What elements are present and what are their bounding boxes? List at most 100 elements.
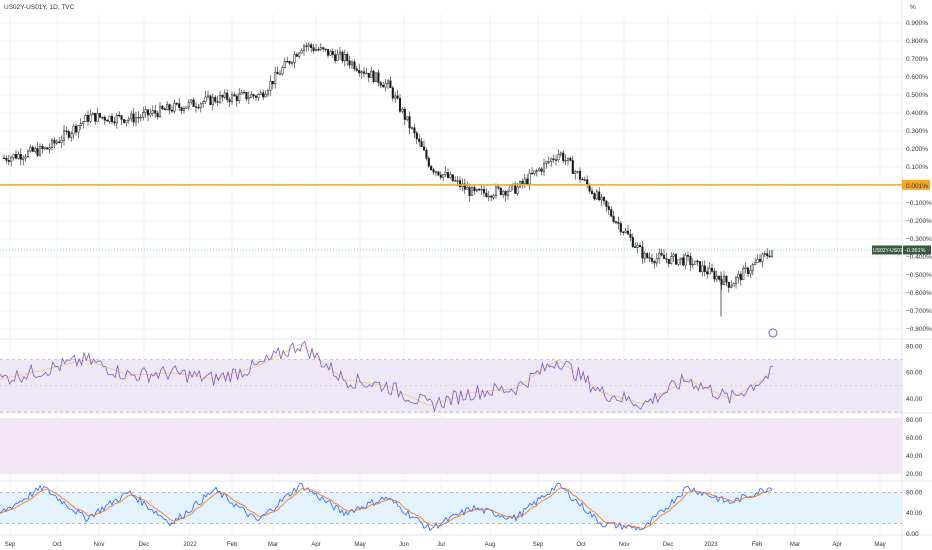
candle-body [72, 125, 75, 134]
candle-body [497, 186, 500, 189]
time-tick-label: Apr [311, 542, 320, 548]
candle-body [187, 101, 190, 108]
candle-body [84, 114, 87, 122]
candle-body [98, 113, 102, 118]
candle-body [391, 87, 394, 99]
stoch-k-line [0, 482, 773, 532]
time-axis[interactable]: Sep Oct Nov Dec 2022 Feb Mar Apr May Jun Jul Aug Sep… [5, 542, 886, 548]
candle-body [281, 67, 284, 75]
candle-body [173, 103, 176, 112]
candle-body [444, 172, 447, 175]
candle-body [718, 275, 721, 280]
candle-body [410, 127, 414, 129]
candle-body [170, 109, 174, 112]
candle-body [108, 115, 111, 122]
candle-body [751, 264, 754, 271]
candle-body [427, 157, 430, 167]
candle-body [581, 178, 584, 181]
candle-body [334, 54, 337, 61]
time-tick-label: May [874, 542, 885, 548]
candle-body [389, 80, 392, 89]
candle-body [370, 70, 373, 78]
stoch-tick-label: 0.00 [906, 531, 919, 538]
candle-body [326, 49, 330, 56]
time-tick-label: Sep [5, 542, 16, 548]
candle-body [55, 141, 58, 144]
candle-body [494, 186, 498, 196]
candle-body [655, 257, 658, 264]
candle-body [139, 116, 142, 119]
candle-body [161, 105, 164, 110]
candle-body [653, 261, 656, 264]
last-symbol-label: US02Y-US01Y [873, 248, 907, 254]
candle-body [691, 264, 694, 266]
candle-body [398, 97, 402, 112]
candle-body [742, 268, 745, 281]
candle-body [636, 245, 639, 248]
candle-body [336, 53, 339, 61]
candle-body [583, 179, 586, 181]
candle-body [403, 108, 406, 120]
candle-body [310, 44, 313, 48]
empty-pane-tick-label: 20.00 [906, 471, 923, 478]
candle-body [307, 44, 310, 47]
candle-body [14, 154, 18, 159]
candle-body [439, 174, 442, 178]
candle-body [662, 254, 666, 259]
candle-body [302, 45, 306, 51]
candle-body [295, 54, 298, 57]
stochastic-pane [0, 482, 902, 532]
candle-body [485, 192, 488, 198]
candle-body [478, 188, 481, 191]
candle-body [432, 169, 435, 173]
candle-body [38, 146, 42, 156]
candle-body [535, 170, 538, 172]
candle-body [396, 95, 399, 99]
candle-body [559, 152, 562, 155]
candle-body [434, 171, 438, 173]
candle-body [144, 109, 147, 113]
candle-body [142, 112, 145, 118]
candle-body [420, 141, 423, 147]
candle-body [492, 195, 495, 198]
candle-body [91, 112, 94, 116]
rsi-tick-label: 40.00 [906, 396, 923, 403]
symbol-label: US02Y-US01Y, 1D, TVC [4, 4, 75, 11]
candle-body [158, 105, 162, 118]
candle-body [631, 237, 634, 248]
candle-body [473, 187, 476, 192]
candle-body [247, 97, 250, 100]
candle-body [60, 139, 63, 143]
candle-body [230, 94, 234, 102]
candle-body [89, 114, 92, 122]
candle-body [574, 171, 577, 174]
candle-body [562, 152, 565, 161]
candle-body [566, 157, 570, 161]
time-tick-label: Jul [437, 542, 445, 548]
candle-body [763, 253, 766, 255]
candle-body [132, 113, 135, 123]
candle-body [619, 223, 622, 233]
candle-body [418, 138, 421, 142]
candle-body [367, 72, 370, 78]
time-tick-label: 2022 [183, 542, 197, 548]
candle-body [103, 117, 106, 121]
time-tick-label: 2023 [704, 542, 718, 548]
candle-body [564, 160, 567, 162]
candle-body [725, 275, 728, 283]
candle-body [125, 120, 128, 123]
empty-indicator-pane [0, 418, 902, 474]
candle-body [271, 81, 274, 85]
time-tick-label: Feb [227, 542, 238, 548]
candle-body [730, 285, 733, 288]
stoch-band [0, 492, 902, 524]
candle-body [667, 259, 670, 264]
candle-body [557, 154, 560, 161]
candle-body [754, 262, 757, 265]
event-marker-icon[interactable] [768, 328, 778, 338]
price-axis[interactable]: 0.900% 0.800% 0.700% 0.600% 0.500% 0.400% 0.30… [906, 20, 932, 538]
candle-body [437, 171, 440, 176]
candle-body [684, 255, 687, 266]
candle-body [547, 161, 550, 163]
candle-body [626, 230, 630, 235]
